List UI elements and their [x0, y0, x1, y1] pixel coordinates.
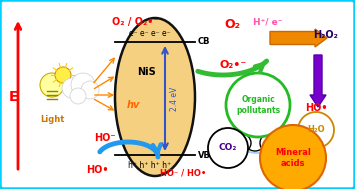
Text: E: E: [9, 90, 19, 104]
Text: HO⁻ / HO•: HO⁻ / HO•: [160, 169, 206, 177]
Text: 2.4 eV: 2.4 eV: [170, 86, 179, 111]
Text: h⁺ h⁺ h⁺ h⁺: h⁺ h⁺ h⁺ h⁺: [129, 160, 171, 170]
Text: Organic
pollutants: Organic pollutants: [236, 95, 280, 115]
Text: NiS: NiS: [138, 67, 156, 77]
Text: H₂O: H₂O: [307, 125, 325, 135]
Text: hv: hv: [126, 100, 140, 110]
Circle shape: [298, 112, 334, 148]
Text: CO₂: CO₂: [219, 143, 237, 153]
Circle shape: [81, 81, 99, 99]
Text: Mineral
acids: Mineral acids: [275, 148, 311, 168]
FancyArrow shape: [270, 29, 327, 47]
Ellipse shape: [115, 18, 195, 176]
Text: HO•: HO•: [86, 165, 108, 175]
Circle shape: [260, 133, 280, 153]
Text: HO⁻: HO⁻: [94, 133, 116, 143]
Circle shape: [233, 134, 251, 152]
Text: O₂: O₂: [224, 19, 240, 32]
Circle shape: [208, 128, 248, 168]
Text: CB: CB: [198, 37, 211, 46]
Text: O₂•⁻: O₂•⁻: [219, 60, 247, 70]
Circle shape: [55, 67, 71, 83]
Circle shape: [244, 129, 266, 151]
Text: HO•: HO•: [305, 103, 327, 113]
Circle shape: [62, 78, 82, 98]
Text: H₂O₂: H₂O₂: [313, 30, 338, 40]
Circle shape: [71, 73, 95, 97]
Circle shape: [226, 73, 290, 137]
FancyArrow shape: [310, 55, 326, 107]
Text: Light: Light: [40, 115, 64, 125]
Text: VB: VB: [198, 150, 211, 160]
Text: e⁻ e⁻ e⁻ e⁻: e⁻ e⁻ e⁻ e⁻: [129, 29, 171, 37]
Text: H⁺/ e⁻: H⁺/ e⁻: [253, 18, 283, 26]
Text: O₂ / O₂•⁻: O₂ / O₂•⁻: [112, 17, 158, 27]
Circle shape: [40, 73, 64, 97]
Circle shape: [70, 88, 86, 104]
Circle shape: [260, 125, 326, 189]
